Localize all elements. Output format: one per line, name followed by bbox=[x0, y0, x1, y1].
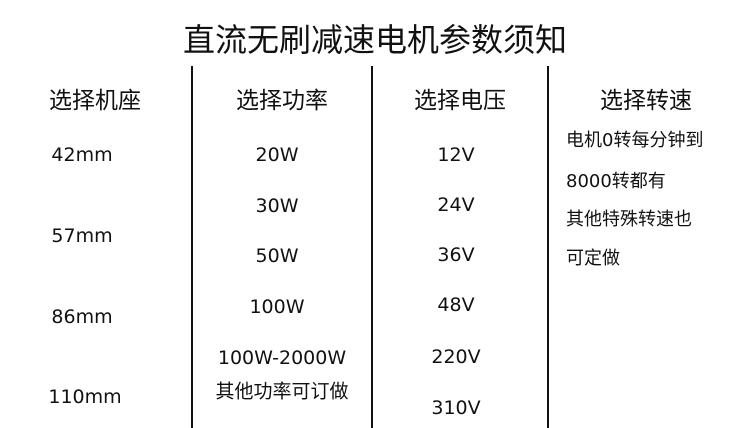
voltage-item: 36V bbox=[437, 244, 475, 266]
voltage-item: 48V bbox=[437, 294, 475, 316]
frame-size-item: 42mm bbox=[51, 144, 113, 166]
speed-note-line: 其他特殊转速也 bbox=[566, 209, 692, 230]
power-item: 其他功率可订做 bbox=[215, 380, 349, 403]
header-voltage: 选择电压 bbox=[414, 88, 506, 114]
frame-size-item: 86mm bbox=[51, 306, 113, 328]
voltage-item: 310V bbox=[431, 397, 481, 419]
power-item: 20W bbox=[255, 144, 299, 166]
column-divider bbox=[547, 66, 549, 428]
column-divider bbox=[371, 66, 373, 428]
header-power: 选择功率 bbox=[236, 88, 328, 114]
power-item: 50W bbox=[255, 245, 299, 267]
voltage-item: 24V bbox=[437, 194, 475, 216]
column-divider bbox=[191, 66, 193, 428]
speed-note-line: 8000转都有 bbox=[566, 171, 666, 192]
frame-size-item: 57mm bbox=[51, 225, 113, 247]
header-speed: 选择转速 bbox=[600, 88, 692, 114]
frame-size-item: 110mm bbox=[48, 386, 122, 408]
speed-note-line: 可定做 bbox=[566, 248, 620, 269]
power-item: 30W bbox=[255, 195, 299, 217]
voltage-item: 220V bbox=[431, 346, 481, 368]
page-title: 直流无刷减速电机参数须知 bbox=[182, 21, 568, 59]
power-item: 100W bbox=[249, 296, 305, 318]
power-item: 100W-2000W bbox=[217, 347, 347, 369]
voltage-item: 12V bbox=[437, 144, 475, 166]
speed-note-line: 电机0转每分钟到 bbox=[566, 130, 704, 151]
header-frame-size: 选择机座 bbox=[49, 88, 141, 114]
